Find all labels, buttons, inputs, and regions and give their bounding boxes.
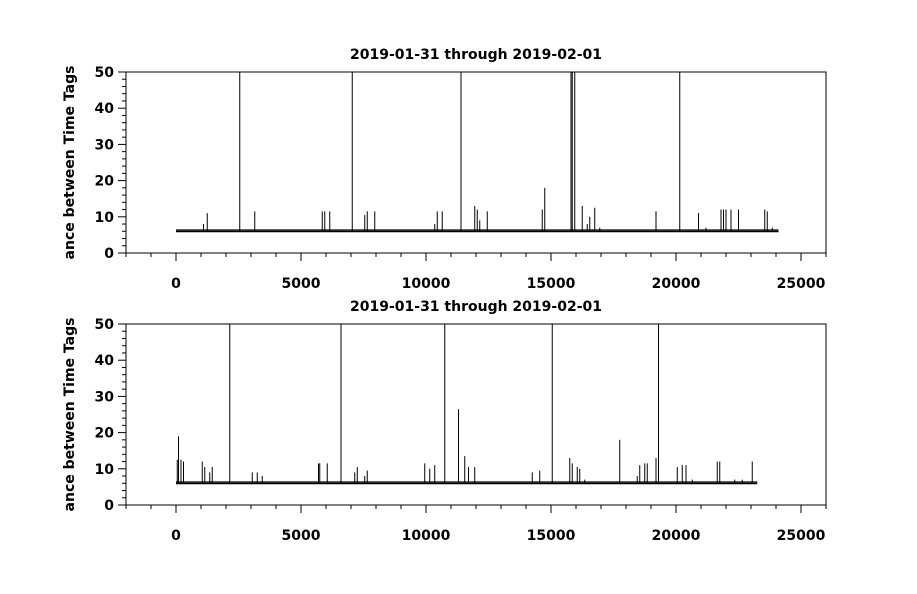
y-tick-label: 50 (95, 317, 115, 333)
y-tick-label: 50 (95, 65, 115, 81)
y-axis-label: ance between Time Tags (62, 66, 78, 260)
chart-panel-1: 2019-01-31 through 2019-02-01 ance betwee… (62, 47, 827, 292)
y-tick-label: 30 (95, 137, 115, 153)
y-tick-label: 20 (95, 426, 115, 442)
y-tick-label: 20 (95, 174, 115, 190)
x-tick-label: 10000 (402, 276, 451, 292)
chart-panel-2: 2019-01-31 through 2019-02-01 ance betwee… (62, 299, 827, 544)
x-tick-label: 15000 (527, 276, 576, 292)
y-tick-label: 10 (95, 462, 115, 478)
x-tick-label: 0 (171, 276, 181, 292)
series-time-tag-differences (176, 324, 758, 485)
x-tick-label: 5000 (282, 528, 321, 544)
x-tick-label: 25000 (777, 276, 826, 292)
x-tick-label: 10000 (402, 528, 451, 544)
x-tick-label: 25000 (777, 528, 826, 544)
y-tick-label: 0 (104, 246, 114, 262)
series-time-tag-differences (176, 72, 779, 233)
y-tick-label: 10 (95, 210, 115, 226)
y-axis-label: ance between Time Tags (62, 318, 78, 512)
y-tick-label: 0 (104, 498, 114, 514)
y-tick-label: 40 (95, 353, 115, 369)
x-tick-label: 20000 (652, 276, 701, 292)
x-tick-label: 15000 (527, 528, 576, 544)
x-tick-label: 20000 (652, 528, 701, 544)
chart-title: 2019-01-31 through 2019-02-01 (350, 299, 602, 315)
x-tick-label: 5000 (282, 276, 321, 292)
x-tick-label: 0 (171, 528, 181, 544)
y-tick-label: 30 (95, 389, 115, 405)
chart-title: 2019-01-31 through 2019-02-01 (350, 47, 602, 63)
plot-frame (125, 323, 827, 506)
y-tick-label: 40 (95, 101, 115, 117)
